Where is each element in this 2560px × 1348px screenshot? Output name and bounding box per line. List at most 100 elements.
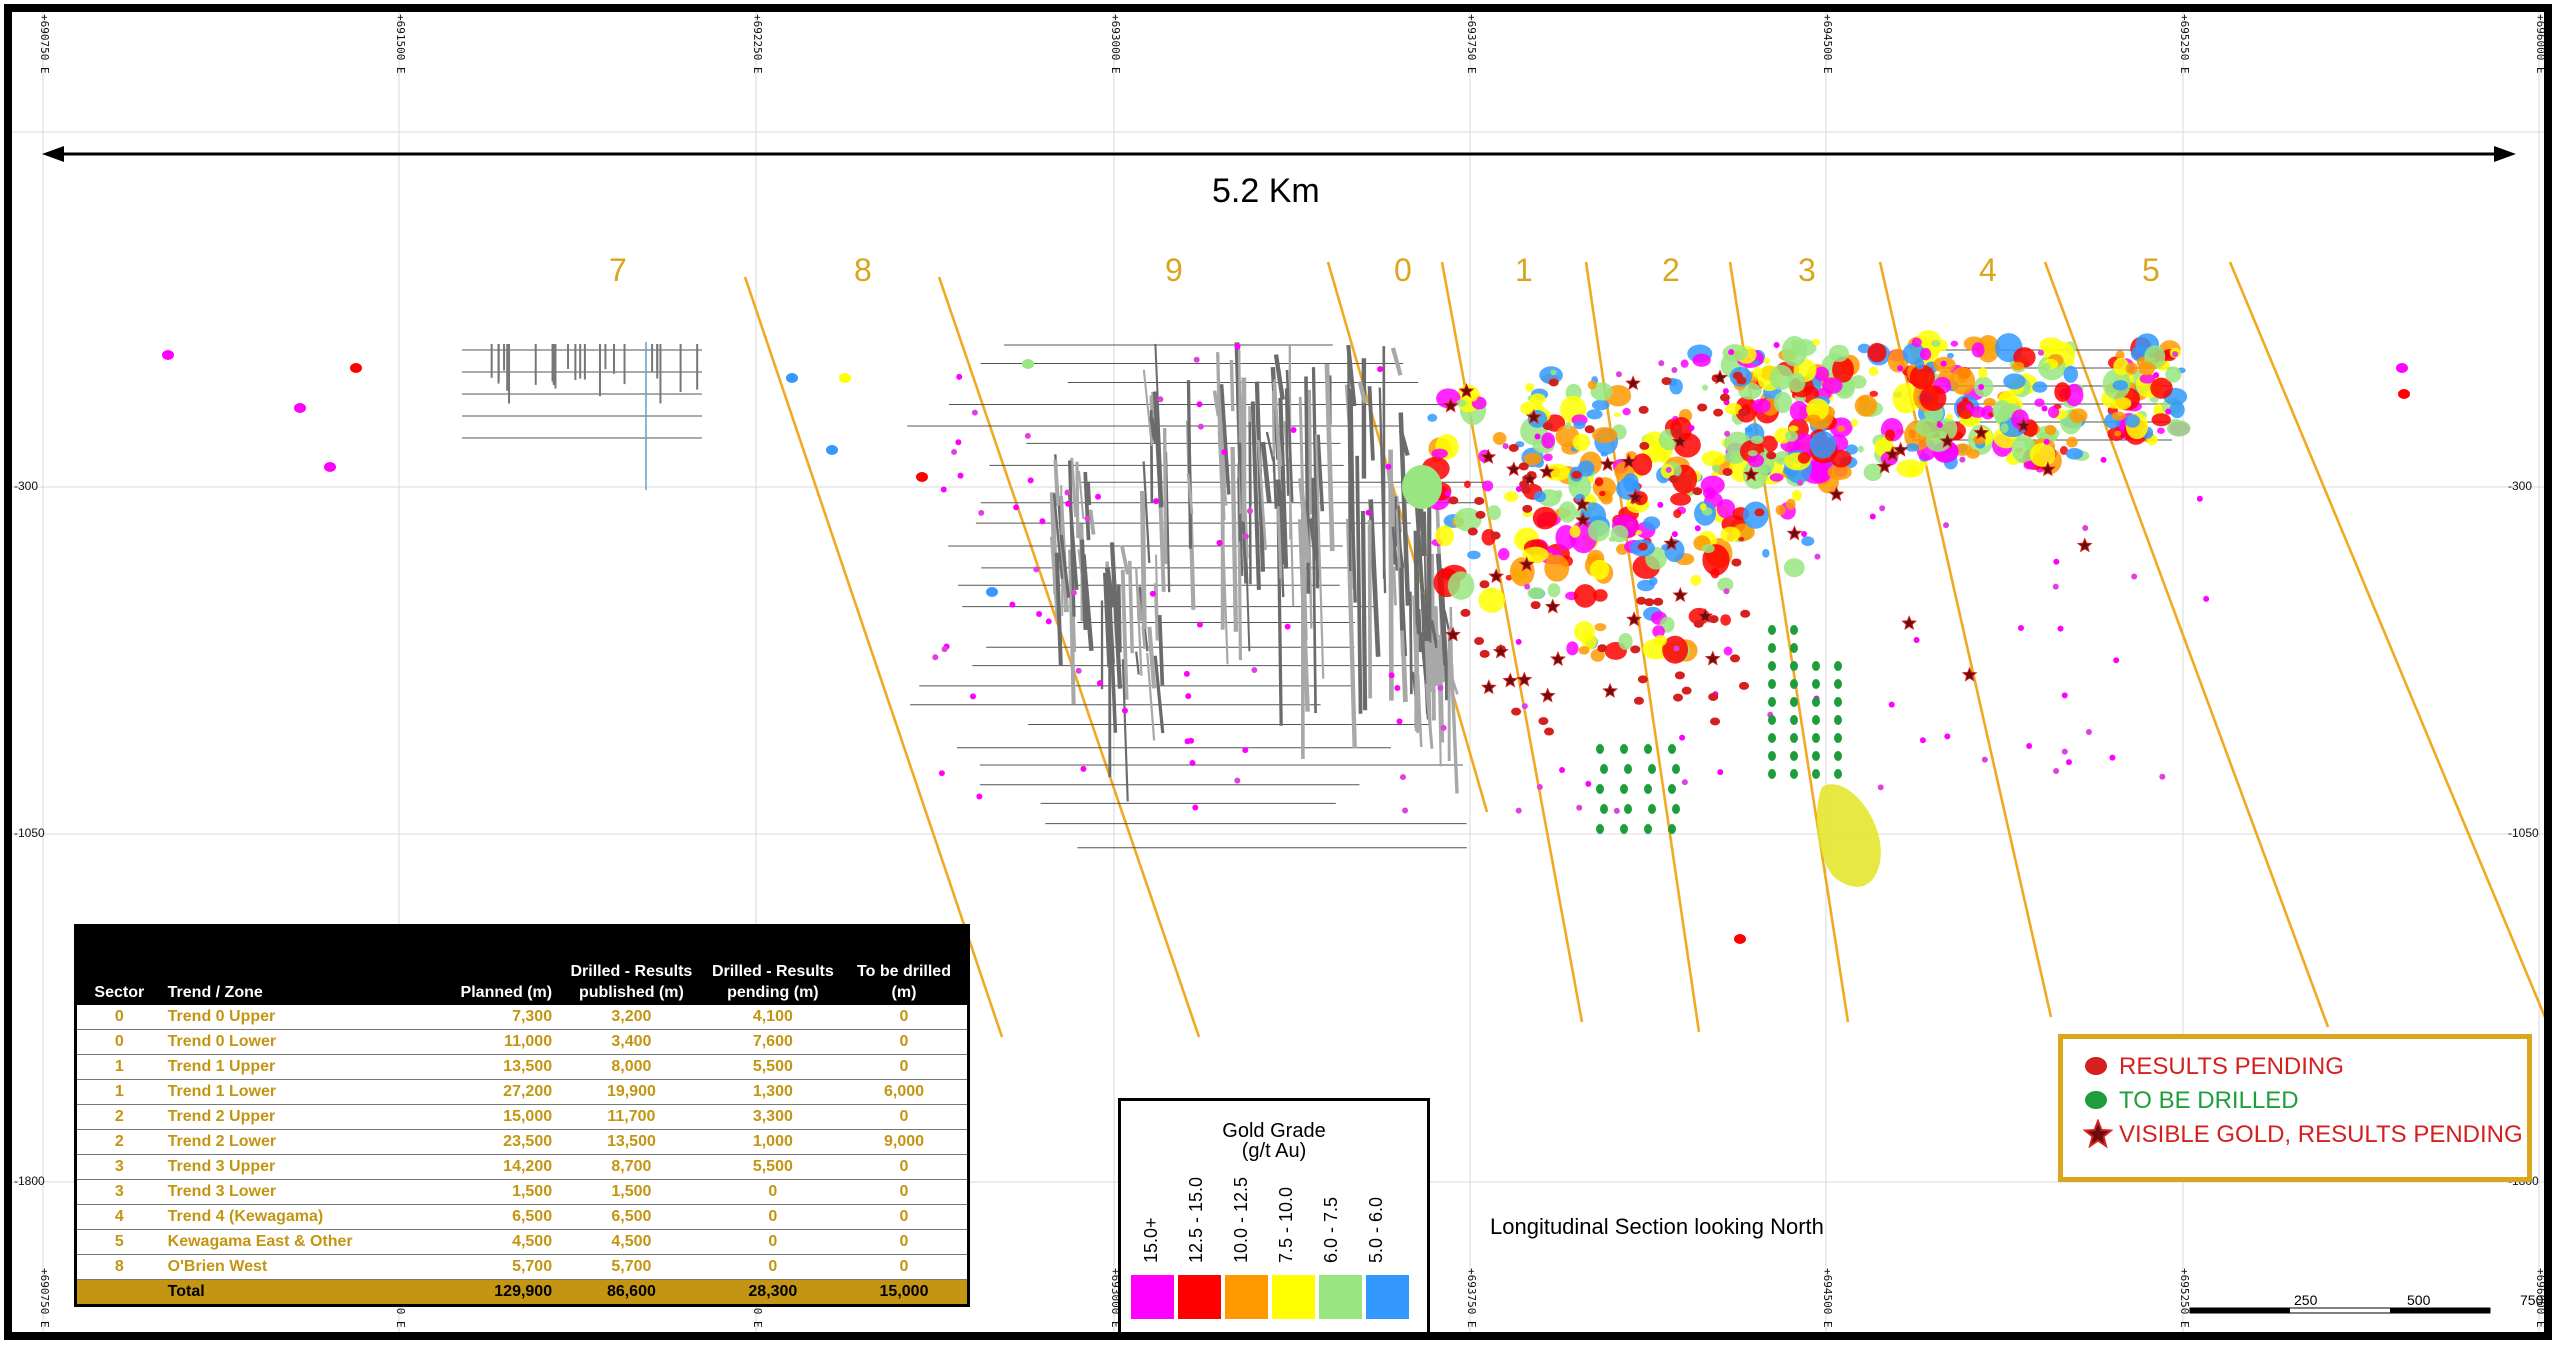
table-cell: Trend 3 Upper [161, 1154, 433, 1180]
grade-intercept [1700, 475, 1725, 495]
gold-grade-legend: Gold Grade (g/t Au) 15.0+ 12.5 - 15.0 10.0… [1118, 1098, 1430, 1332]
grade-intercept [1525, 382, 1535, 392]
table-cell: 4 [77, 1204, 162, 1230]
grade-intercept [1940, 360, 1947, 367]
grade-intercept [932, 654, 939, 661]
grade-intercept [1558, 501, 1577, 523]
drillhole-trace [1427, 661, 1432, 732]
section-label: Longitudinal Section looking North [1490, 1214, 1824, 1239]
grade-intercept [1036, 610, 1043, 617]
grade-intercept [1728, 349, 1735, 356]
drillhole-trace [1147, 626, 1157, 689]
drillhole-trace [1355, 455, 1363, 714]
drillhole-trace [1142, 461, 1151, 564]
header-published: Drilled - Results published (m) [570, 963, 693, 1001]
table-cell: 23,500 [432, 1129, 559, 1155]
visible-gold-marker [1525, 408, 1542, 424]
grade-intercept [2113, 397, 2132, 410]
grade-intercept [1750, 435, 1764, 445]
grade-intercept [1447, 571, 1475, 600]
grade-intercept [1973, 435, 1986, 445]
drillhole-trace [1276, 506, 1283, 579]
grade-intercept [1670, 492, 1692, 506]
to-be-drilled-marker [1596, 824, 1604, 834]
to-be-drilled-marker [1768, 661, 1776, 671]
sector-label-0: 0 [1394, 252, 1412, 288]
to-be-drilled-marker [1600, 804, 1608, 814]
to-be-drilled-marker [1768, 733, 1776, 743]
visible-gold-marker [1743, 466, 1760, 482]
grade-intercept [1788, 425, 1799, 432]
table-cell: Trend 3 Lower [161, 1179, 433, 1205]
grade-intercept [1699, 503, 1707, 511]
visible-gold-marker [1505, 461, 1522, 477]
drillhole-trace [1391, 526, 1399, 571]
grade-intercept [2057, 625, 2064, 632]
to-be-drilled-marker [1768, 697, 1776, 707]
grade-intercept [1565, 421, 1572, 430]
sector-label-5: 5 [2142, 252, 2160, 288]
grade-intercept [1981, 756, 1988, 763]
easting-label: +691500 E [394, 14, 407, 74]
drillhole-trace [1212, 390, 1221, 417]
table-row: 1 Trend 1 Lower 27,200 19,900 1,300 6,000 [77, 1079, 967, 1105]
table-cell: 0 [77, 1029, 162, 1055]
grade-intercept [2125, 362, 2138, 375]
grade-intercept [1196, 621, 1203, 628]
grade-intercept [1065, 500, 1072, 507]
table-row: 3 Trend 3 Lower 1,500 1,500 0 0 [77, 1179, 967, 1205]
grade-intercept [1723, 646, 1733, 656]
visible-gold-marker [1574, 496, 1591, 512]
table-cell: 0 [841, 1179, 967, 1205]
grade-intercept [1487, 505, 1502, 521]
grade-intercept [1959, 456, 1966, 463]
results-pending-marker [1518, 462, 1529, 471]
visible-gold-marker [1697, 607, 1714, 623]
grade-intercept [1694, 525, 1701, 532]
to-be-drilled-marker [1812, 769, 1820, 779]
grade-intercept [1594, 477, 1604, 487]
to-be-drilled-marker [1812, 679, 1820, 689]
width-arrow [42, 146, 2516, 162]
table-cell: 4,500 [432, 1229, 559, 1255]
grade-swatch [1366, 1275, 1409, 1319]
grade-intercept [2053, 558, 2060, 565]
visible-gold-marker [1704, 650, 1721, 666]
sector-label-1: 1 [1515, 252, 1533, 288]
results-pending-marker [1548, 378, 1559, 387]
drillhole-trace [1088, 509, 1096, 535]
grade-intercept [2061, 748, 2068, 755]
drillhole-trace [1272, 381, 1283, 466]
grade-intercept [1946, 352, 1954, 359]
drillhole-trace [1324, 363, 1335, 552]
grade-intercept [1787, 372, 1806, 393]
grade-intercept [1654, 634, 1667, 647]
results-pending-marker [1637, 675, 1648, 684]
grade-intercept [1785, 498, 1796, 510]
to-be-drilled-marker [1644, 744, 1652, 754]
to-be-drilled-marker [1620, 784, 1628, 794]
grade-intercept [1983, 397, 1996, 407]
visible-gold-marker [1550, 650, 1566, 667]
results-pending-marker [1636, 596, 1647, 605]
grade-intercept [2039, 337, 2063, 353]
table-cell: Trend 2 Lower [161, 1129, 433, 1155]
grade-intercept [986, 587, 998, 597]
results-pending-marker [1490, 531, 1501, 540]
results-pending-marker [1638, 405, 1649, 414]
to-be-drilled-marker [1834, 715, 1842, 725]
header-trend: Trend / Zone [167, 984, 263, 1001]
table-cell: 7,300 [432, 1005, 559, 1030]
grade-intercept [1671, 531, 1678, 538]
drillhole-trace [1116, 584, 1122, 653]
grade-intercept [1657, 501, 1664, 508]
grade-intercept [1022, 359, 1034, 369]
to-be-drilled-marker [1790, 715, 1798, 725]
grade-intercept [1024, 432, 1031, 439]
grade-intercept [839, 373, 851, 383]
results-pending-marker [1571, 470, 1582, 479]
grade-intercept [1978, 383, 1985, 390]
grade-intercept [1467, 550, 1481, 560]
results-pending-marker [1522, 504, 1533, 513]
drillhole-trace [1449, 663, 1459, 794]
